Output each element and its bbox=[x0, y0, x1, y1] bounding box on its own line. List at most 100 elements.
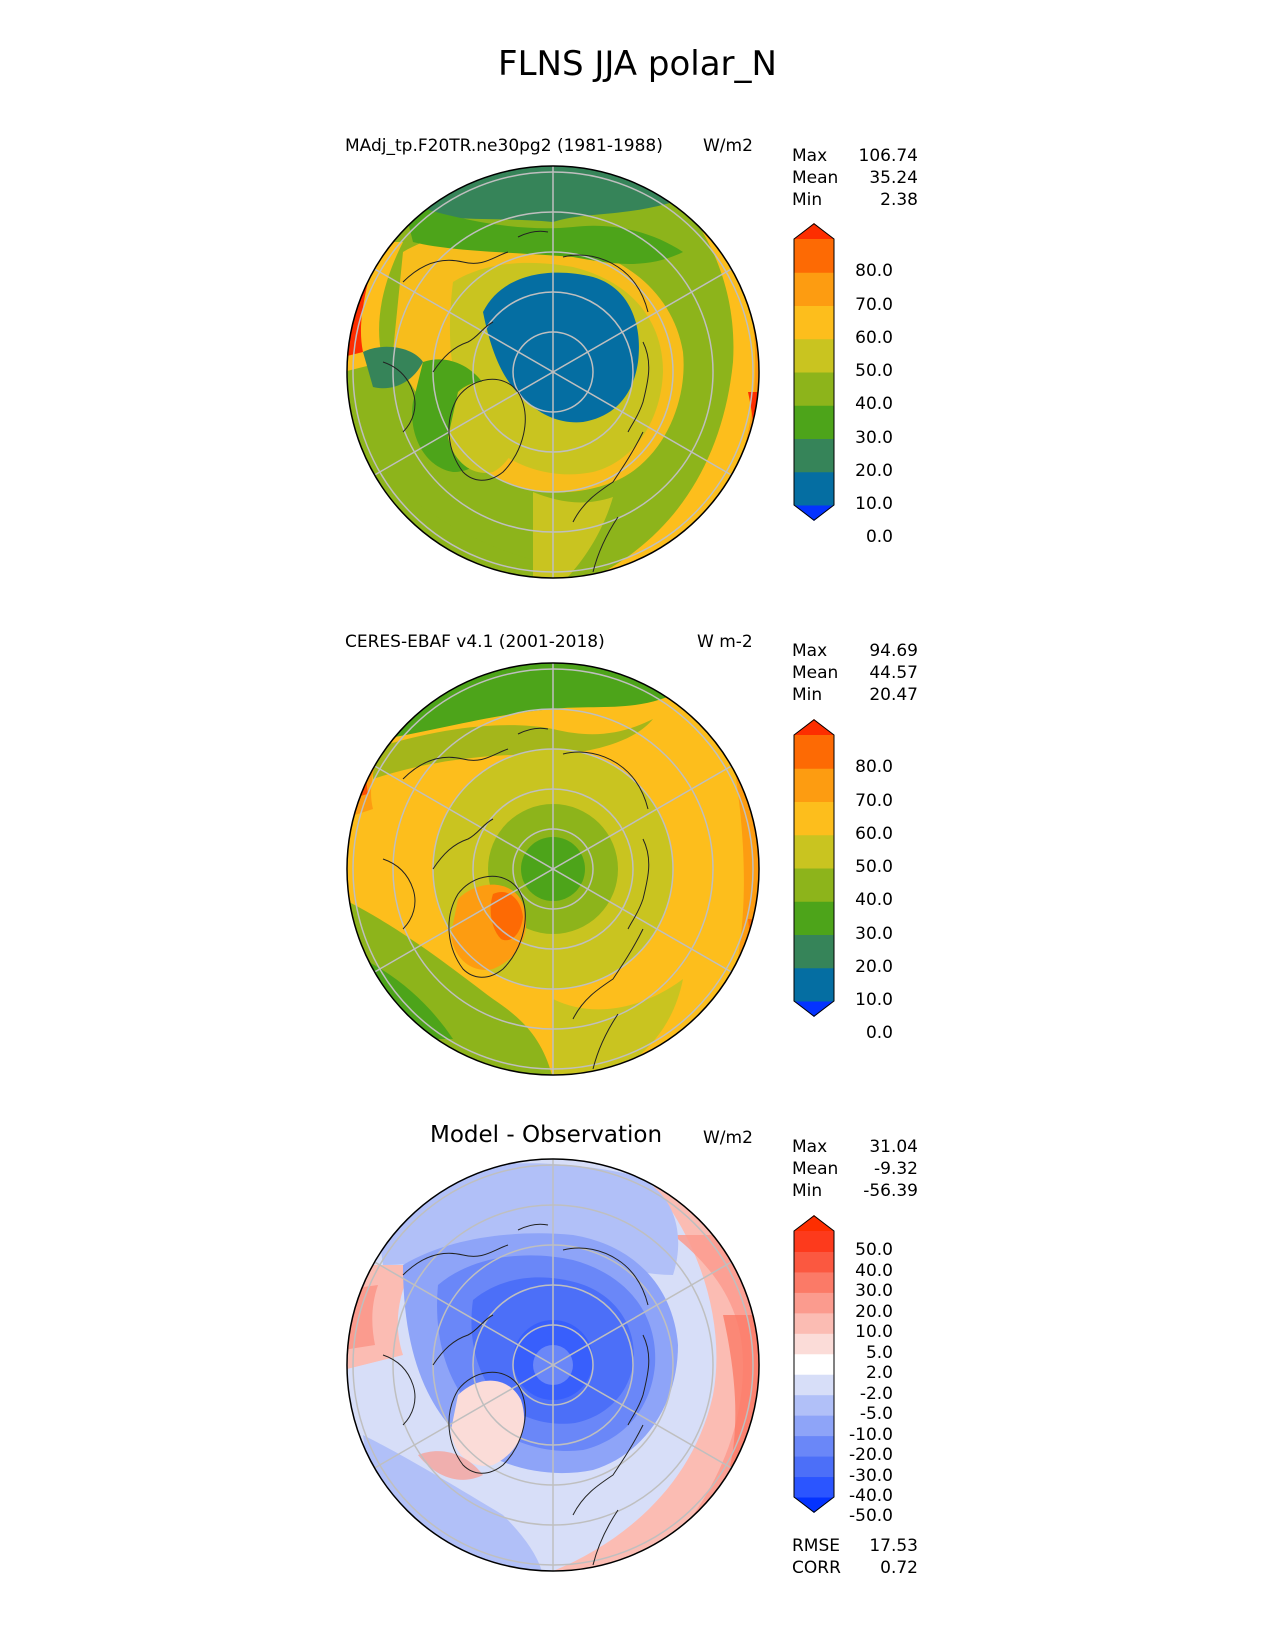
colorbar-tick-label: -5.0 bbox=[859, 1404, 893, 1425]
colorbar-segment bbox=[794, 1415, 834, 1437]
colorbar-tick-label: 40.0 bbox=[855, 890, 893, 911]
colorbar-segment bbox=[794, 901, 834, 935]
colorbar-segment bbox=[794, 1231, 834, 1252]
colorbar-tick-label: 60.0 bbox=[855, 823, 893, 844]
panel3-rmse-label: RMSE bbox=[792, 1536, 841, 1556]
panel1-stat-max-value: 106.74 bbox=[858, 146, 918, 166]
panel2-polar-map bbox=[346, 662, 760, 1076]
colorbar-segment bbox=[794, 1374, 834, 1396]
colorbar-tick-label: 10.0 bbox=[855, 1322, 893, 1343]
colorbar-tick-label: 20.0 bbox=[855, 1301, 893, 1322]
colorbar-tick-label: 50.0 bbox=[855, 857, 893, 877]
panel2-stat-max-label: Max bbox=[792, 641, 828, 661]
colorbar-segment bbox=[794, 272, 834, 306]
colorbar-tick-label: 10.0 bbox=[855, 990, 893, 1010]
colorbar-tick-label: -10.0 bbox=[849, 1424, 893, 1445]
colorbar-tick-label: 5.0 bbox=[865, 1342, 893, 1363]
colorbar-outline bbox=[793, 1215, 835, 1513]
colorbar-segment bbox=[794, 1394, 834, 1416]
colorbar-tick-label: 60.0 bbox=[855, 327, 893, 348]
colorbar-segment bbox=[794, 1353, 834, 1375]
colorbar-top-extend bbox=[794, 223, 834, 239]
colorbar-tick-label: 10.0 bbox=[855, 494, 893, 514]
colorbar-segment bbox=[794, 1271, 834, 1293]
colorbar-segment bbox=[794, 1292, 834, 1314]
colorbar-tick-label: 2.0 bbox=[865, 1363, 893, 1384]
colorbar-tick-label: 50.0 bbox=[855, 361, 893, 381]
colorbar-tick-label: 0.0 bbox=[865, 1023, 893, 1044]
panel3-corr-label: CORR bbox=[792, 1558, 841, 1578]
panel3-center-title: Model - Observation bbox=[430, 1122, 663, 1148]
colorbar-tick-label: 20.0 bbox=[855, 460, 893, 481]
panel1-stat-max-label: Max bbox=[792, 146, 828, 166]
panel2-stat-min-value: 20.47 bbox=[869, 685, 918, 705]
colorbar-segment bbox=[794, 801, 834, 836]
colorbar-segment bbox=[794, 471, 834, 506]
colorbar-tick-label: 0.0 bbox=[865, 527, 893, 548]
panel2-stat-max-value: 94.69 bbox=[869, 641, 918, 661]
colorbar-segment bbox=[794, 338, 834, 373]
panel2-stat-mean-value: 44.57 bbox=[869, 663, 918, 683]
colorbar-tick-label: -50.0 bbox=[849, 1506, 893, 1527]
colorbar-tick-label: 80.0 bbox=[855, 757, 893, 778]
colorbar-outline bbox=[793, 719, 835, 1017]
panel3-stat-min-value: -56.39 bbox=[863, 1181, 918, 1201]
colorbar-segment bbox=[794, 1456, 834, 1478]
colorbar-tick-label: 20.0 bbox=[855, 956, 893, 977]
colorbar-tick-label: 50.0 bbox=[855, 1240, 893, 1261]
colorbar-segment bbox=[794, 868, 834, 902]
panel2-colorbar bbox=[793, 719, 835, 1017]
colorbar-segment bbox=[794, 305, 834, 340]
colorbar-segment bbox=[794, 1435, 834, 1457]
colorbar-segment bbox=[794, 405, 834, 439]
colorbar-top-extend bbox=[794, 1215, 834, 1231]
colorbar-segment bbox=[794, 438, 834, 473]
panel1-stat-min-value: 2.38 bbox=[880, 190, 918, 210]
colorbar-segment bbox=[794, 372, 834, 406]
panel1-stat-min-label: Min bbox=[792, 190, 823, 210]
colorbar-segment bbox=[794, 1476, 834, 1498]
panel3-stat-max-label: Max bbox=[792, 1137, 828, 1157]
panel3-colorbar bbox=[793, 1215, 835, 1513]
panel2-stat-mean-label: Mean bbox=[792, 663, 839, 683]
panel1-polar-map bbox=[346, 165, 760, 579]
colorbar-bottom-extend bbox=[794, 1497, 834, 1513]
panel3-corr-value: 0.72 bbox=[880, 1558, 918, 1578]
colorbar-tick-label: -30.0 bbox=[849, 1465, 893, 1486]
colorbar-segment bbox=[794, 834, 834, 869]
panel1-stat-mean-value: 35.24 bbox=[869, 168, 918, 188]
colorbar-tick-label: 30.0 bbox=[855, 1281, 893, 1302]
panel1-stat-mean-label: Mean bbox=[792, 168, 839, 188]
panel3-units: W/m2 bbox=[703, 1128, 753, 1148]
colorbar-segment bbox=[794, 1251, 834, 1273]
colorbar-segment bbox=[794, 735, 834, 769]
panel3-rmse-value: 17.53 bbox=[869, 1536, 918, 1556]
colorbar-tick-label: 80.0 bbox=[855, 261, 893, 282]
panel1-units: W/m2 bbox=[703, 136, 753, 156]
colorbar-tick-label: 70.0 bbox=[855, 294, 893, 315]
colorbar-segment bbox=[794, 1312, 834, 1334]
panel3-stat-min-label: Min bbox=[792, 1181, 823, 1201]
colorbar-tick-label: 70.0 bbox=[855, 790, 893, 811]
colorbar-tick-label: -20.0 bbox=[849, 1445, 893, 1466]
panel3-polar-map bbox=[346, 1158, 760, 1572]
panel2-stat-min-label: Min bbox=[792, 685, 823, 705]
colorbar-segment bbox=[794, 768, 834, 802]
colorbar-segment bbox=[794, 934, 834, 969]
colorbar-tick-label: 40.0 bbox=[855, 394, 893, 415]
figure-title: FLNS JJA polar_N bbox=[498, 44, 777, 84]
colorbar-top-extend bbox=[794, 719, 834, 735]
panel2-units: W m-2 bbox=[697, 632, 753, 652]
colorbar-tick-label: -2.0 bbox=[859, 1383, 893, 1404]
colorbar-tick-label: 30.0 bbox=[855, 427, 893, 448]
colorbar-tick-label: -40.0 bbox=[849, 1486, 893, 1506]
panel3-stat-max-value: 31.04 bbox=[869, 1137, 918, 1157]
panel3-stat-mean-value: -9.32 bbox=[874, 1159, 918, 1179]
colorbar-outline bbox=[793, 223, 835, 521]
panel1-colorbar bbox=[793, 223, 835, 521]
colorbar-segment bbox=[794, 239, 834, 273]
panel1-left-title: MAdj_tp.F20TR.ne30pg2 (1981-1988) bbox=[345, 136, 663, 156]
panel3-stat-mean-label: Mean bbox=[792, 1159, 839, 1179]
colorbar-segment bbox=[794, 967, 834, 1002]
panel2-left-title: CERES-EBAF v4.1 (2001-2018) bbox=[345, 632, 605, 652]
